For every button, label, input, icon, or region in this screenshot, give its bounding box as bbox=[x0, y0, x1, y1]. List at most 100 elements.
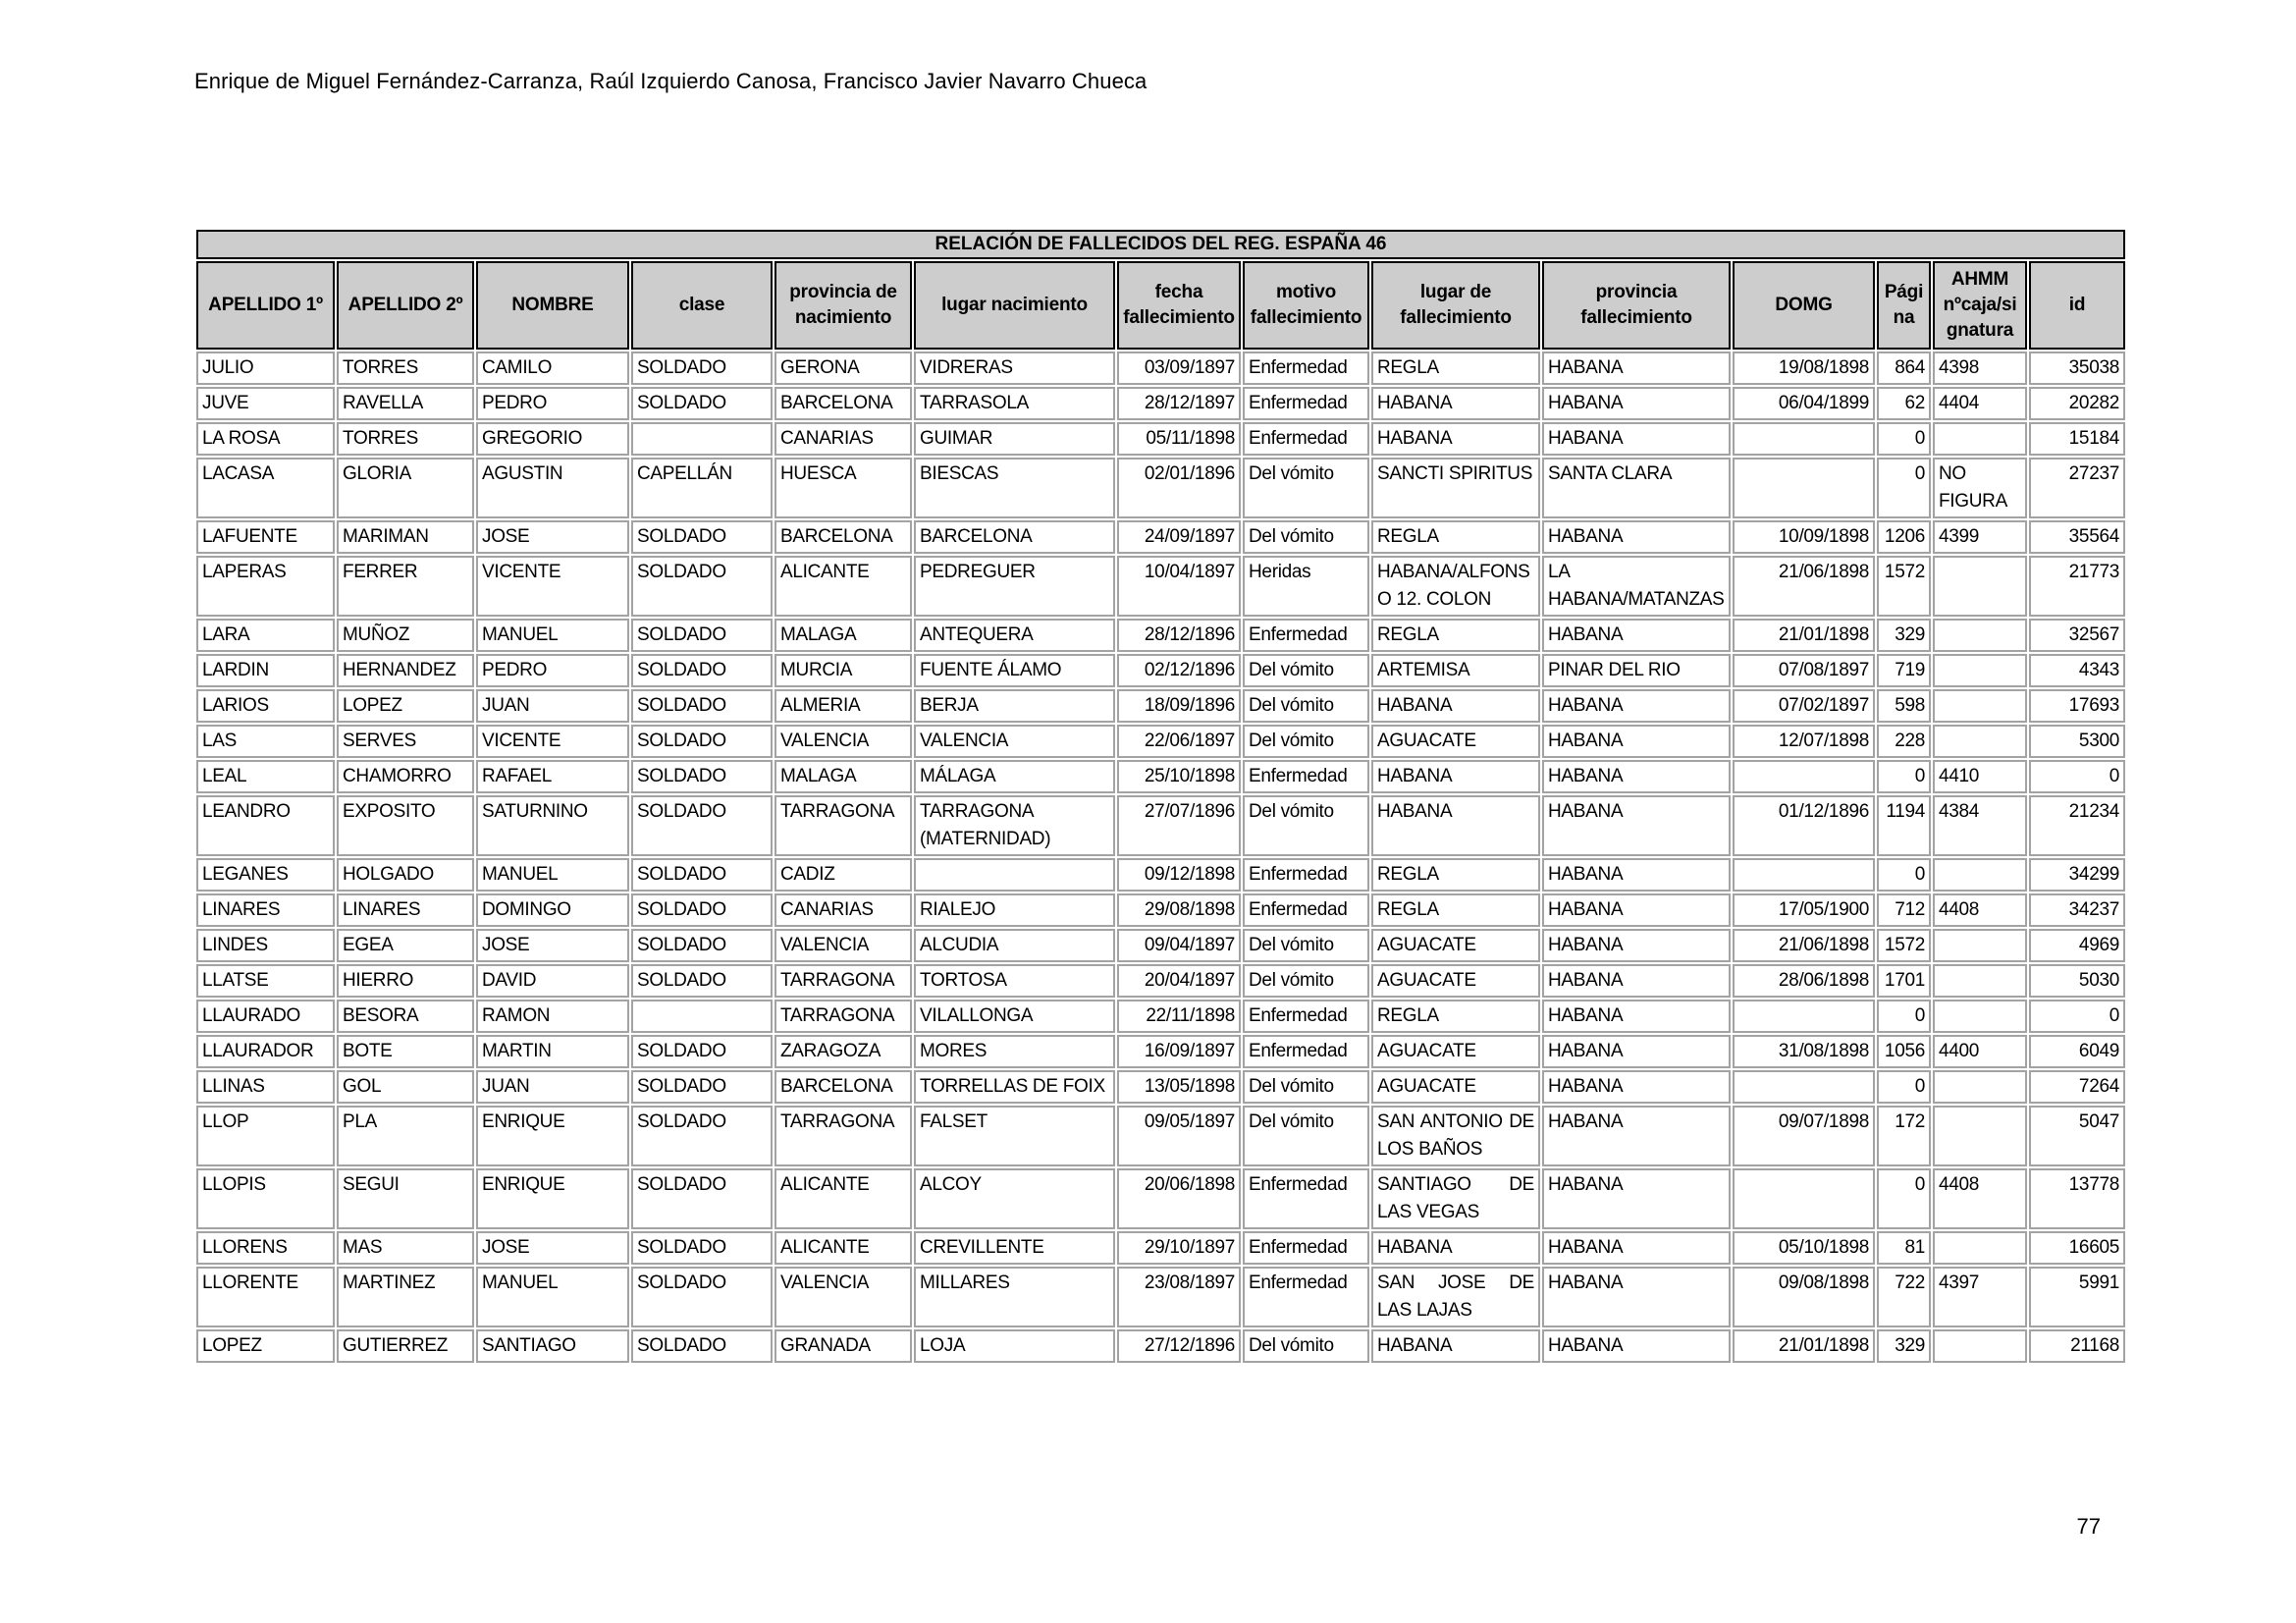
table-row: LLOP PLA ENRIQUE SOLDADO TARRAGONA FALSET 09/0… bbox=[196, 1106, 2125, 1166]
cell-provincia-fallecimiento: HABANA bbox=[1542, 760, 1731, 793]
cell-apellido2: EGEA bbox=[337, 929, 474, 962]
cell-fecha-fallecimiento: 02/01/1896 bbox=[1117, 458, 1241, 518]
cell-id: 0 bbox=[2029, 1000, 2125, 1033]
cell-lugar-nacimiento: VIDRERAS bbox=[914, 352, 1115, 385]
cell-lugar-fallecimiento: AGUACATE bbox=[1371, 929, 1540, 962]
cell-apellido2: TORRES bbox=[337, 422, 474, 456]
cell-pagina: 1572 bbox=[1877, 929, 1931, 962]
cell-id: 17693 bbox=[2029, 689, 2125, 723]
cell-lugar-nacimiento: CREVILLENTE bbox=[914, 1231, 1115, 1265]
cell-lugar-nacimiento: LOJA bbox=[914, 1329, 1115, 1363]
cell-motivo-fallecimiento: Del vómito bbox=[1243, 520, 1369, 554]
cell-nombre: MANUEL bbox=[476, 858, 629, 892]
cell-pagina: 0 bbox=[1877, 858, 1931, 892]
cell-provincia-nacimiento: CANARIAS bbox=[774, 893, 912, 927]
cell-nombre: JUAN bbox=[476, 1070, 629, 1104]
cell-apellido2: LINARES bbox=[337, 893, 474, 927]
table-row: LACASA GLORIA AGUSTIN CAPELLÁN HUESCA BIESCAS… bbox=[196, 458, 2125, 518]
cell-provincia-fallecimiento: HABANA bbox=[1542, 422, 1731, 456]
cell-clase: SOLDADO bbox=[631, 1168, 773, 1229]
cell-fecha-fallecimiento: 13/05/1898 bbox=[1117, 1070, 1241, 1104]
table-body: JULIO TORRES CAMILO SOLDADO GERONA VIDRERAS 03… bbox=[196, 352, 2125, 1363]
table-row: LLINAS GOL JUAN SOLDADO BARCELONA TORRELLAS D… bbox=[196, 1070, 2125, 1104]
cell-clase: SOLDADO bbox=[631, 858, 773, 892]
cell-provincia-fallecimiento: HABANA bbox=[1542, 725, 1731, 758]
cell-clase bbox=[631, 1000, 773, 1033]
cell-apellido2: PLA bbox=[337, 1106, 474, 1166]
cell-domg: 21/01/1898 bbox=[1733, 619, 1875, 652]
cell-nombre: AGUSTIN bbox=[476, 458, 629, 518]
cell-nombre: MARTIN bbox=[476, 1035, 629, 1068]
cell-nombre: DAVID bbox=[476, 964, 629, 998]
cell-lugar-nacimiento: MORES bbox=[914, 1035, 1115, 1068]
cell-lugar-fallecimiento: HABANA bbox=[1371, 387, 1540, 420]
cell-nombre: ENRIQUE bbox=[476, 1168, 629, 1229]
cell-apellido1: LINARES bbox=[196, 893, 335, 927]
cell-id: 5047 bbox=[2029, 1106, 2125, 1166]
cell-apellido1: LLOP bbox=[196, 1106, 335, 1166]
cell-provincia-fallecimiento: HABANA bbox=[1542, 1070, 1731, 1104]
cell-clase: SOLDADO bbox=[631, 619, 773, 652]
cell-lugar-fallecimiento: REGLA bbox=[1371, 893, 1540, 927]
table-row: LAPERAS FERRER VICENTE SOLDADO ALICANTE PEDRE… bbox=[196, 556, 2125, 617]
cell-id: 7264 bbox=[2029, 1070, 2125, 1104]
cell-nombre: JOSE bbox=[476, 1231, 629, 1265]
cell-provincia-nacimiento: TARRAGONA bbox=[774, 964, 912, 998]
cell-apellido1: LEAL bbox=[196, 760, 335, 793]
cell-domg: 21/01/1898 bbox=[1733, 1329, 1875, 1363]
table-title-row: RELACIÓN DE FALLECIDOS DEL REG. ESPAÑA 4… bbox=[196, 230, 2125, 259]
cell-lugar-nacimiento: BIESCAS bbox=[914, 458, 1115, 518]
cell-domg: 21/06/1898 bbox=[1733, 556, 1875, 617]
cell-ahmm: 4400 bbox=[1933, 1035, 2027, 1068]
cell-fecha-fallecimiento: 27/12/1896 bbox=[1117, 1329, 1241, 1363]
cell-ahmm: 4398 bbox=[1933, 352, 2027, 385]
table-row: LARA MUÑOZ MANUEL SOLDADO MALAGA ANTEQUERA 28/… bbox=[196, 619, 2125, 652]
cell-provincia-fallecimiento: HABANA bbox=[1542, 1267, 1731, 1327]
table-row: JULIO TORRES CAMILO SOLDADO GERONA VIDRERAS 03… bbox=[196, 352, 2125, 385]
column-header-lugar-fallecimiento: lugar de fallecimiento bbox=[1371, 261, 1540, 350]
cell-ahmm bbox=[1933, 858, 2027, 892]
cell-motivo-fallecimiento: Del vómito bbox=[1243, 929, 1369, 962]
cell-fecha-fallecimiento: 18/09/1896 bbox=[1117, 689, 1241, 723]
cell-ahmm bbox=[1933, 422, 2027, 456]
cell-apellido2: MUÑOZ bbox=[337, 619, 474, 652]
cell-nombre: GREGORIO bbox=[476, 422, 629, 456]
cell-lugar-fallecimiento: HABANA bbox=[1371, 422, 1540, 456]
column-header-provincia-fallecimiento: provincia fallecimiento bbox=[1542, 261, 1731, 350]
cell-pagina: 62 bbox=[1877, 387, 1931, 420]
cell-clase bbox=[631, 422, 773, 456]
cell-pagina: 0 bbox=[1877, 1000, 1931, 1033]
cell-apellido1: LAS bbox=[196, 725, 335, 758]
cell-provincia-nacimiento: TARRAGONA bbox=[774, 795, 912, 856]
cell-apellido2: HERNANDEZ bbox=[337, 654, 474, 687]
cell-apellido1: LLORENTE bbox=[196, 1267, 335, 1327]
cell-fecha-fallecimiento: 22/11/1898 bbox=[1117, 1000, 1241, 1033]
cell-apellido1: LLOPIS bbox=[196, 1168, 335, 1229]
cell-domg bbox=[1733, 458, 1875, 518]
cell-lugar-fallecimiento: HABANA bbox=[1371, 1329, 1540, 1363]
cell-provincia-fallecimiento: PINAR DEL RIO bbox=[1542, 654, 1731, 687]
cell-provincia-fallecimiento: HABANA bbox=[1542, 689, 1731, 723]
cell-motivo-fallecimiento: Del vómito bbox=[1243, 654, 1369, 687]
cell-clase: SOLDADO bbox=[631, 1035, 773, 1068]
cell-clase: SOLDADO bbox=[631, 760, 773, 793]
cell-clase: SOLDADO bbox=[631, 387, 773, 420]
cell-lugar-nacimiento: MÁLAGA bbox=[914, 760, 1115, 793]
cell-domg: 21/06/1898 bbox=[1733, 929, 1875, 962]
column-header-pagina: Página bbox=[1877, 261, 1931, 350]
cell-id: 21773 bbox=[2029, 556, 2125, 617]
cell-fecha-fallecimiento: 25/10/1898 bbox=[1117, 760, 1241, 793]
column-header-apellido1: APELLIDO 1º bbox=[196, 261, 335, 350]
cell-domg: 10/09/1898 bbox=[1733, 520, 1875, 554]
cell-fecha-fallecimiento: 02/12/1896 bbox=[1117, 654, 1241, 687]
cell-pagina: 864 bbox=[1877, 352, 1931, 385]
cell-lugar-nacimiento: TORTOSA bbox=[914, 964, 1115, 998]
cell-ahmm bbox=[1933, 654, 2027, 687]
cell-provincia-nacimiento: GERONA bbox=[774, 352, 912, 385]
cell-provincia-nacimiento: ALMERIA bbox=[774, 689, 912, 723]
cell-id: 4343 bbox=[2029, 654, 2125, 687]
cell-apellido1: JULIO bbox=[196, 352, 335, 385]
cell-ahmm: 4384 bbox=[1933, 795, 2027, 856]
cell-lugar-fallecimiento: REGLA bbox=[1371, 858, 1540, 892]
